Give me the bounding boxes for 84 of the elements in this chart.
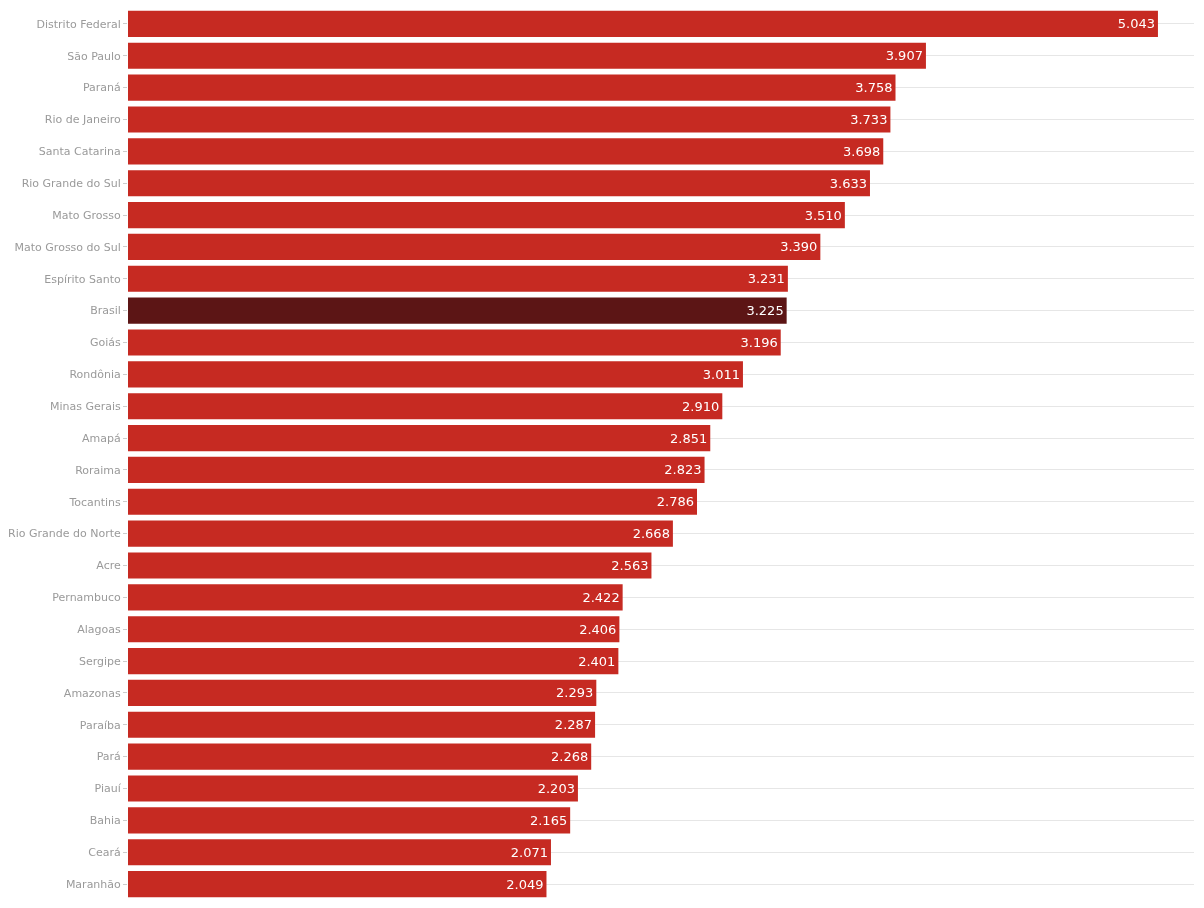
data-label: 3.907 — [885, 48, 923, 64]
y-tick-label: Paraná — [82, 81, 121, 95]
bar — [128, 839, 551, 866]
bar — [128, 425, 711, 452]
y-tick-label: Roraima — [75, 463, 121, 477]
data-label: 3.698 — [843, 143, 881, 159]
data-label: 2.668 — [632, 526, 670, 542]
bar — [128, 106, 891, 133]
bar — [128, 871, 547, 898]
data-label: 2.823 — [664, 462, 702, 478]
data-label: 2.851 — [670, 430, 708, 446]
data-label: 2.563 — [611, 558, 649, 573]
bar — [128, 775, 578, 802]
bar — [128, 42, 926, 69]
bar — [128, 74, 896, 101]
data-label: 2.786 — [656, 494, 694, 510]
data-label: 2.287 — [554, 717, 593, 733]
data-label: 2.422 — [582, 589, 620, 605]
bar — [128, 743, 592, 770]
y-tick-label: Minas Gerais — [49, 400, 122, 414]
data-label: 2.071 — [510, 844, 548, 860]
y-tick-label: Espírito Santo — [44, 272, 122, 286]
y-tick-label: Brasil — [90, 304, 121, 318]
data-label: 2.203 — [537, 781, 575, 796]
data-label: 3.011 — [702, 366, 740, 382]
bar — [128, 170, 870, 197]
data-label: 3.510 — [804, 207, 842, 223]
y-tick-label: Acre — [96, 559, 122, 573]
y-tick-label: Santa Catarina — [38, 145, 121, 159]
bar — [128, 10, 1158, 37]
bar — [128, 138, 884, 165]
y-tick-label: Ceará — [88, 846, 121, 860]
y-tick-label: Goiás — [90, 336, 122, 350]
bar — [128, 361, 743, 388]
data-label: 3.390 — [780, 239, 818, 255]
bar — [128, 265, 788, 292]
y-tick-label: Paraíba — [79, 718, 121, 732]
bar — [128, 329, 781, 356]
data-label: 2.293 — [556, 685, 594, 701]
y-tick-label: Mato Grosso — [52, 208, 122, 222]
data-label: 2.910 — [682, 398, 720, 414]
bar — [128, 711, 596, 738]
data-label: 3.733 — [850, 112, 888, 127]
data-label: 2.268 — [550, 749, 589, 765]
bar — [128, 297, 787, 324]
data-label: 2.406 — [579, 621, 617, 637]
data-label: 3.225 — [746, 303, 784, 319]
y-tick-label: Rio de Janeiro — [44, 113, 122, 127]
y-tick-label: São Paulo — [67, 49, 122, 63]
bar — [128, 552, 652, 579]
y-tick-label: Rio Grande do Norte — [8, 527, 122, 541]
y-tick-label: Rondônia — [69, 368, 121, 382]
bar — [128, 456, 705, 483]
data-label: 2.165 — [529, 812, 568, 828]
bar — [128, 393, 723, 420]
bar — [128, 233, 821, 260]
y-tick-label: Amazonas — [63, 686, 122, 700]
y-tick-label: Amapá — [82, 431, 121, 445]
y-tick-label: Alagoas — [77, 623, 122, 637]
bar — [128, 679, 597, 706]
data-label: 3.196 — [740, 335, 778, 350]
bar — [128, 616, 620, 643]
y-tick-label: Pará — [96, 750, 121, 764]
y-tick-label: Sergipe — [78, 654, 122, 668]
y-tick-label: Pernambuco — [52, 591, 122, 605]
y-tick-label: Mato Grosso do Sul — [14, 240, 121, 254]
y-tick-label: Distrito Federal — [36, 17, 121, 31]
y-tick-label: Bahia — [89, 814, 121, 828]
data-label: 3.633 — [829, 175, 867, 191]
y-tick-label: Tocantins — [68, 495, 122, 509]
bar — [128, 807, 571, 834]
data-label: 5.043 — [1117, 16, 1155, 32]
y-tick-label: Rio Grande do Sul — [21, 177, 121, 191]
data-label: 2.049 — [506, 876, 544, 892]
data-label: 2.401 — [578, 653, 616, 669]
bar — [128, 584, 623, 611]
y-tick-label: Maranhão — [65, 877, 122, 891]
y-tick-label: Piauí — [94, 782, 122, 796]
data-label: 3.758 — [855, 80, 893, 96]
data-label: 3.231 — [747, 271, 785, 287]
bar — [128, 520, 673, 547]
bar — [128, 648, 619, 675]
bar — [128, 202, 845, 229]
bar — [128, 488, 697, 515]
